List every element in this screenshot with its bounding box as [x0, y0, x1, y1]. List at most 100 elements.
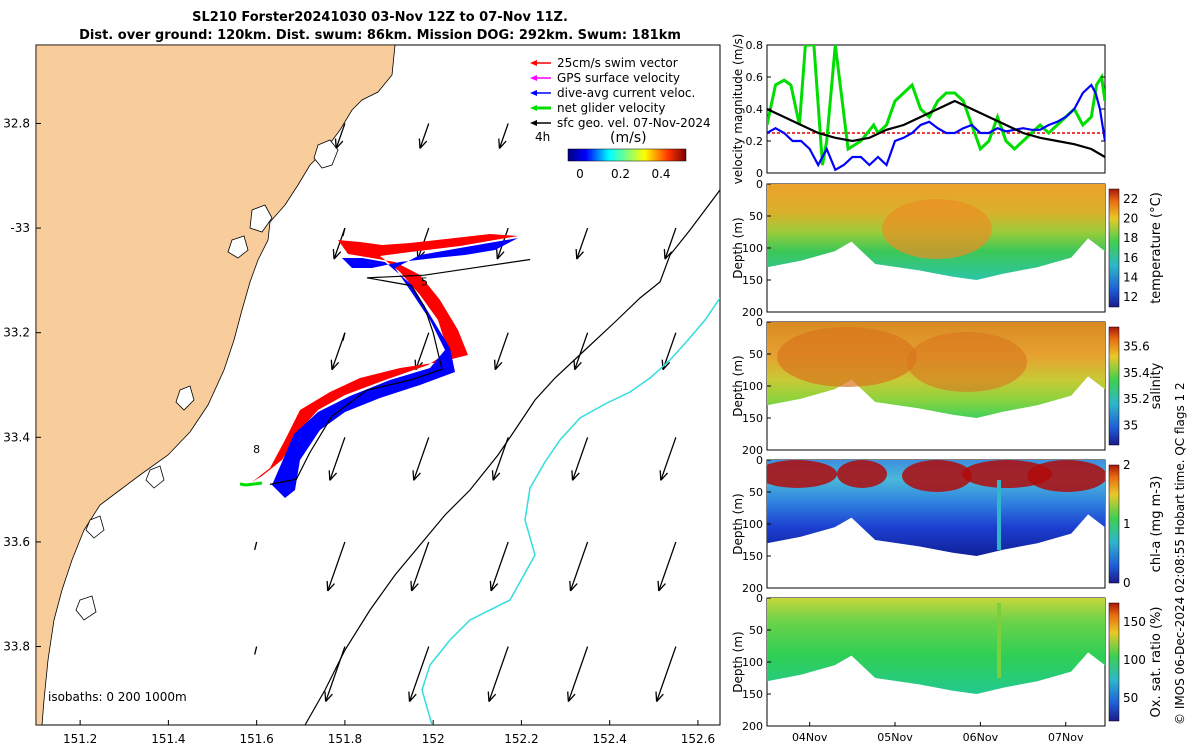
- date-axis: 04Nov 05Nov 06Nov 07Nov: [792, 722, 1084, 744]
- section-data-field: [767, 598, 1105, 694]
- map-x-tick-label: 152.2: [504, 732, 538, 746]
- legend-item-label: dive-avg current veloc.: [557, 86, 695, 100]
- colorbar-tick-label: 150: [1123, 615, 1146, 629]
- depth-tick-label: 200: [742, 444, 763, 457]
- colorbar-tick-label: 14: [1123, 271, 1138, 285]
- colorbar-title: Ox. sat. ratio (%): [1149, 607, 1164, 718]
- velocity-arrow: [660, 437, 677, 481]
- colorbar-tick-label: 35.6: [1123, 340, 1150, 354]
- map-x-tick-label: 152: [422, 732, 445, 746]
- colorbar-tick-label: 100: [1123, 653, 1146, 667]
- section-colorbar: [1108, 188, 1120, 308]
- velocity-y-tick-label: 0.2: [746, 135, 764, 148]
- legend-item-label: sfc geo. vel. 07-Nov-2024: [557, 116, 711, 130]
- depth-tick-label: 200: [742, 306, 763, 319]
- legend-background: [530, 52, 714, 164]
- map-y-ticks: 32.8 -33 33.2 33.4 33.6 33.8: [3, 116, 41, 654]
- depth-tick-label: 150: [742, 274, 763, 287]
- depth-tick-label: 150: [742, 412, 763, 425]
- depth-tick-label: 100: [742, 656, 763, 669]
- colorbar-tick-label: 22: [1123, 192, 1138, 206]
- depth-tick-label: 0: [756, 178, 763, 191]
- chart-title-line1: SL210 Forster20241030 03-Nov 12Z to 07-N…: [192, 10, 568, 25]
- chlorophyll-section: 0 50 100 150 200 Depth (m) 0 1 2 chl-a (mg m-3): [731, 454, 1164, 595]
- section-colorbar: [1108, 326, 1120, 446]
- colorbar-title: temperature (°C): [1149, 192, 1164, 304]
- track-annotation: 8: [253, 443, 260, 456]
- velocity-y-tick-label: 0.8: [746, 39, 764, 52]
- depth-axis-label: Depth (m): [731, 493, 745, 554]
- depth-tick-label: 150: [742, 550, 763, 563]
- isobath-1000m: [421, 297, 720, 725]
- section-colorbar: [1108, 464, 1120, 584]
- map-y-tick-label: 33.4: [3, 430, 30, 444]
- colorbar-tick-label: 35: [1123, 418, 1138, 432]
- date-tick-label: 04Nov: [792, 731, 828, 744]
- map-x-tick-label: 151.6: [239, 732, 273, 746]
- velocity-series-line: [767, 99, 1105, 158]
- map-y-tick-label: 33.6: [3, 535, 30, 549]
- speed-colorbar: [567, 148, 687, 162]
- velocity-arrow: [419, 123, 430, 149]
- depth-tick-label: 0: [756, 592, 763, 605]
- colorbar-tick-label: 0: [1123, 576, 1131, 590]
- depth-tick-label: 100: [742, 242, 763, 255]
- map-x-tick-label: 151.2: [63, 732, 97, 746]
- map-x-tick-label: 151.8: [328, 732, 362, 746]
- legend-note: 4h: [535, 130, 550, 144]
- map-y-tick-label: 32.8: [3, 116, 30, 130]
- velocity-arrow: [254, 541, 258, 551]
- map-x-ticks: 151.2 151.4 151.6 151.8 152 152.2 152.4 152.6: [63, 720, 715, 746]
- velocity-arrow: [329, 437, 346, 481]
- depth-tick-label: 100: [742, 380, 763, 393]
- depth-tick-label: 200: [742, 582, 763, 595]
- depth-tick-label: 200: [742, 720, 763, 733]
- colorbar-tick-label: 2: [1123, 458, 1131, 472]
- velocity-arrow: [494, 332, 509, 370]
- colorbar-tick-label: 35.4: [1123, 366, 1150, 380]
- velocity-arrow: [488, 646, 509, 702]
- velocity-panel: 0 0.2 0.4 0.6 0.8 velocity magnitude (m/s): [731, 34, 1106, 185]
- velocity-y-tick-label: 0.6: [746, 71, 764, 84]
- velocity-arrow: [327, 541, 346, 592]
- land-area: [36, 45, 396, 725]
- velocity-arrow: [415, 332, 430, 370]
- section-colorbar: [1108, 602, 1120, 722]
- map-x-tick-label: 152.4: [592, 732, 626, 746]
- temperature-section: 0 50 100 150 200 Depth (m) 12 14 16 18 20 22 tempera…: [731, 178, 1164, 319]
- map-panel: 58 151.2 151.4 151.6 151.8 152 152.2 152.4 152.…: [3, 44, 721, 746]
- velocity-arrow: [658, 541, 677, 592]
- date-tick-label: 05Nov: [877, 731, 913, 744]
- salinity-section: 0 50 100 150 200 Depth (m) 35 35.2 35.4 35.6 salin…: [731, 316, 1164, 457]
- velocity-y-tick-label: 0.4: [746, 103, 764, 116]
- depth-tick-label: 0: [756, 454, 763, 467]
- map-y-tick-label: 33.2: [3, 326, 30, 340]
- velocity-arrow: [335, 123, 346, 149]
- track-annotation: 5: [421, 276, 428, 289]
- velocity-arrow: [576, 227, 589, 260]
- depth-tick-label: 50: [749, 624, 763, 637]
- colorbar-title: salinity: [1149, 362, 1164, 409]
- colorbar-tick-label: 50: [1123, 691, 1138, 705]
- colorbar-tick-label: 16: [1123, 251, 1138, 265]
- velocity-arrow: [656, 646, 677, 702]
- swim-vector-band: [252, 234, 518, 482]
- velocity-arrow: [567, 646, 589, 702]
- map-x-tick-label: 152.6: [681, 732, 715, 746]
- map-y-tick-label: 33.8: [3, 640, 30, 654]
- legend-item-label: 25cm/s swim vector: [557, 56, 678, 70]
- depth-tick-label: 50: [749, 348, 763, 361]
- depth-tick-label: 50: [749, 486, 763, 499]
- legend-item-label: net glider velocity: [557, 101, 665, 115]
- velocity-series-line: [767, 83, 1105, 172]
- velocity-arrow: [664, 227, 677, 260]
- chart-title-line2: Dist. over ground: 120km. Dist. swum: 86…: [79, 28, 681, 43]
- depth-tick-label: 0: [756, 316, 763, 329]
- velocity-arrow: [490, 541, 509, 592]
- date-tick-label: 07Nov: [1048, 731, 1084, 744]
- velocity-arrow: [408, 646, 430, 702]
- velocity-ylabel: velocity magnitude (m/s): [731, 34, 745, 185]
